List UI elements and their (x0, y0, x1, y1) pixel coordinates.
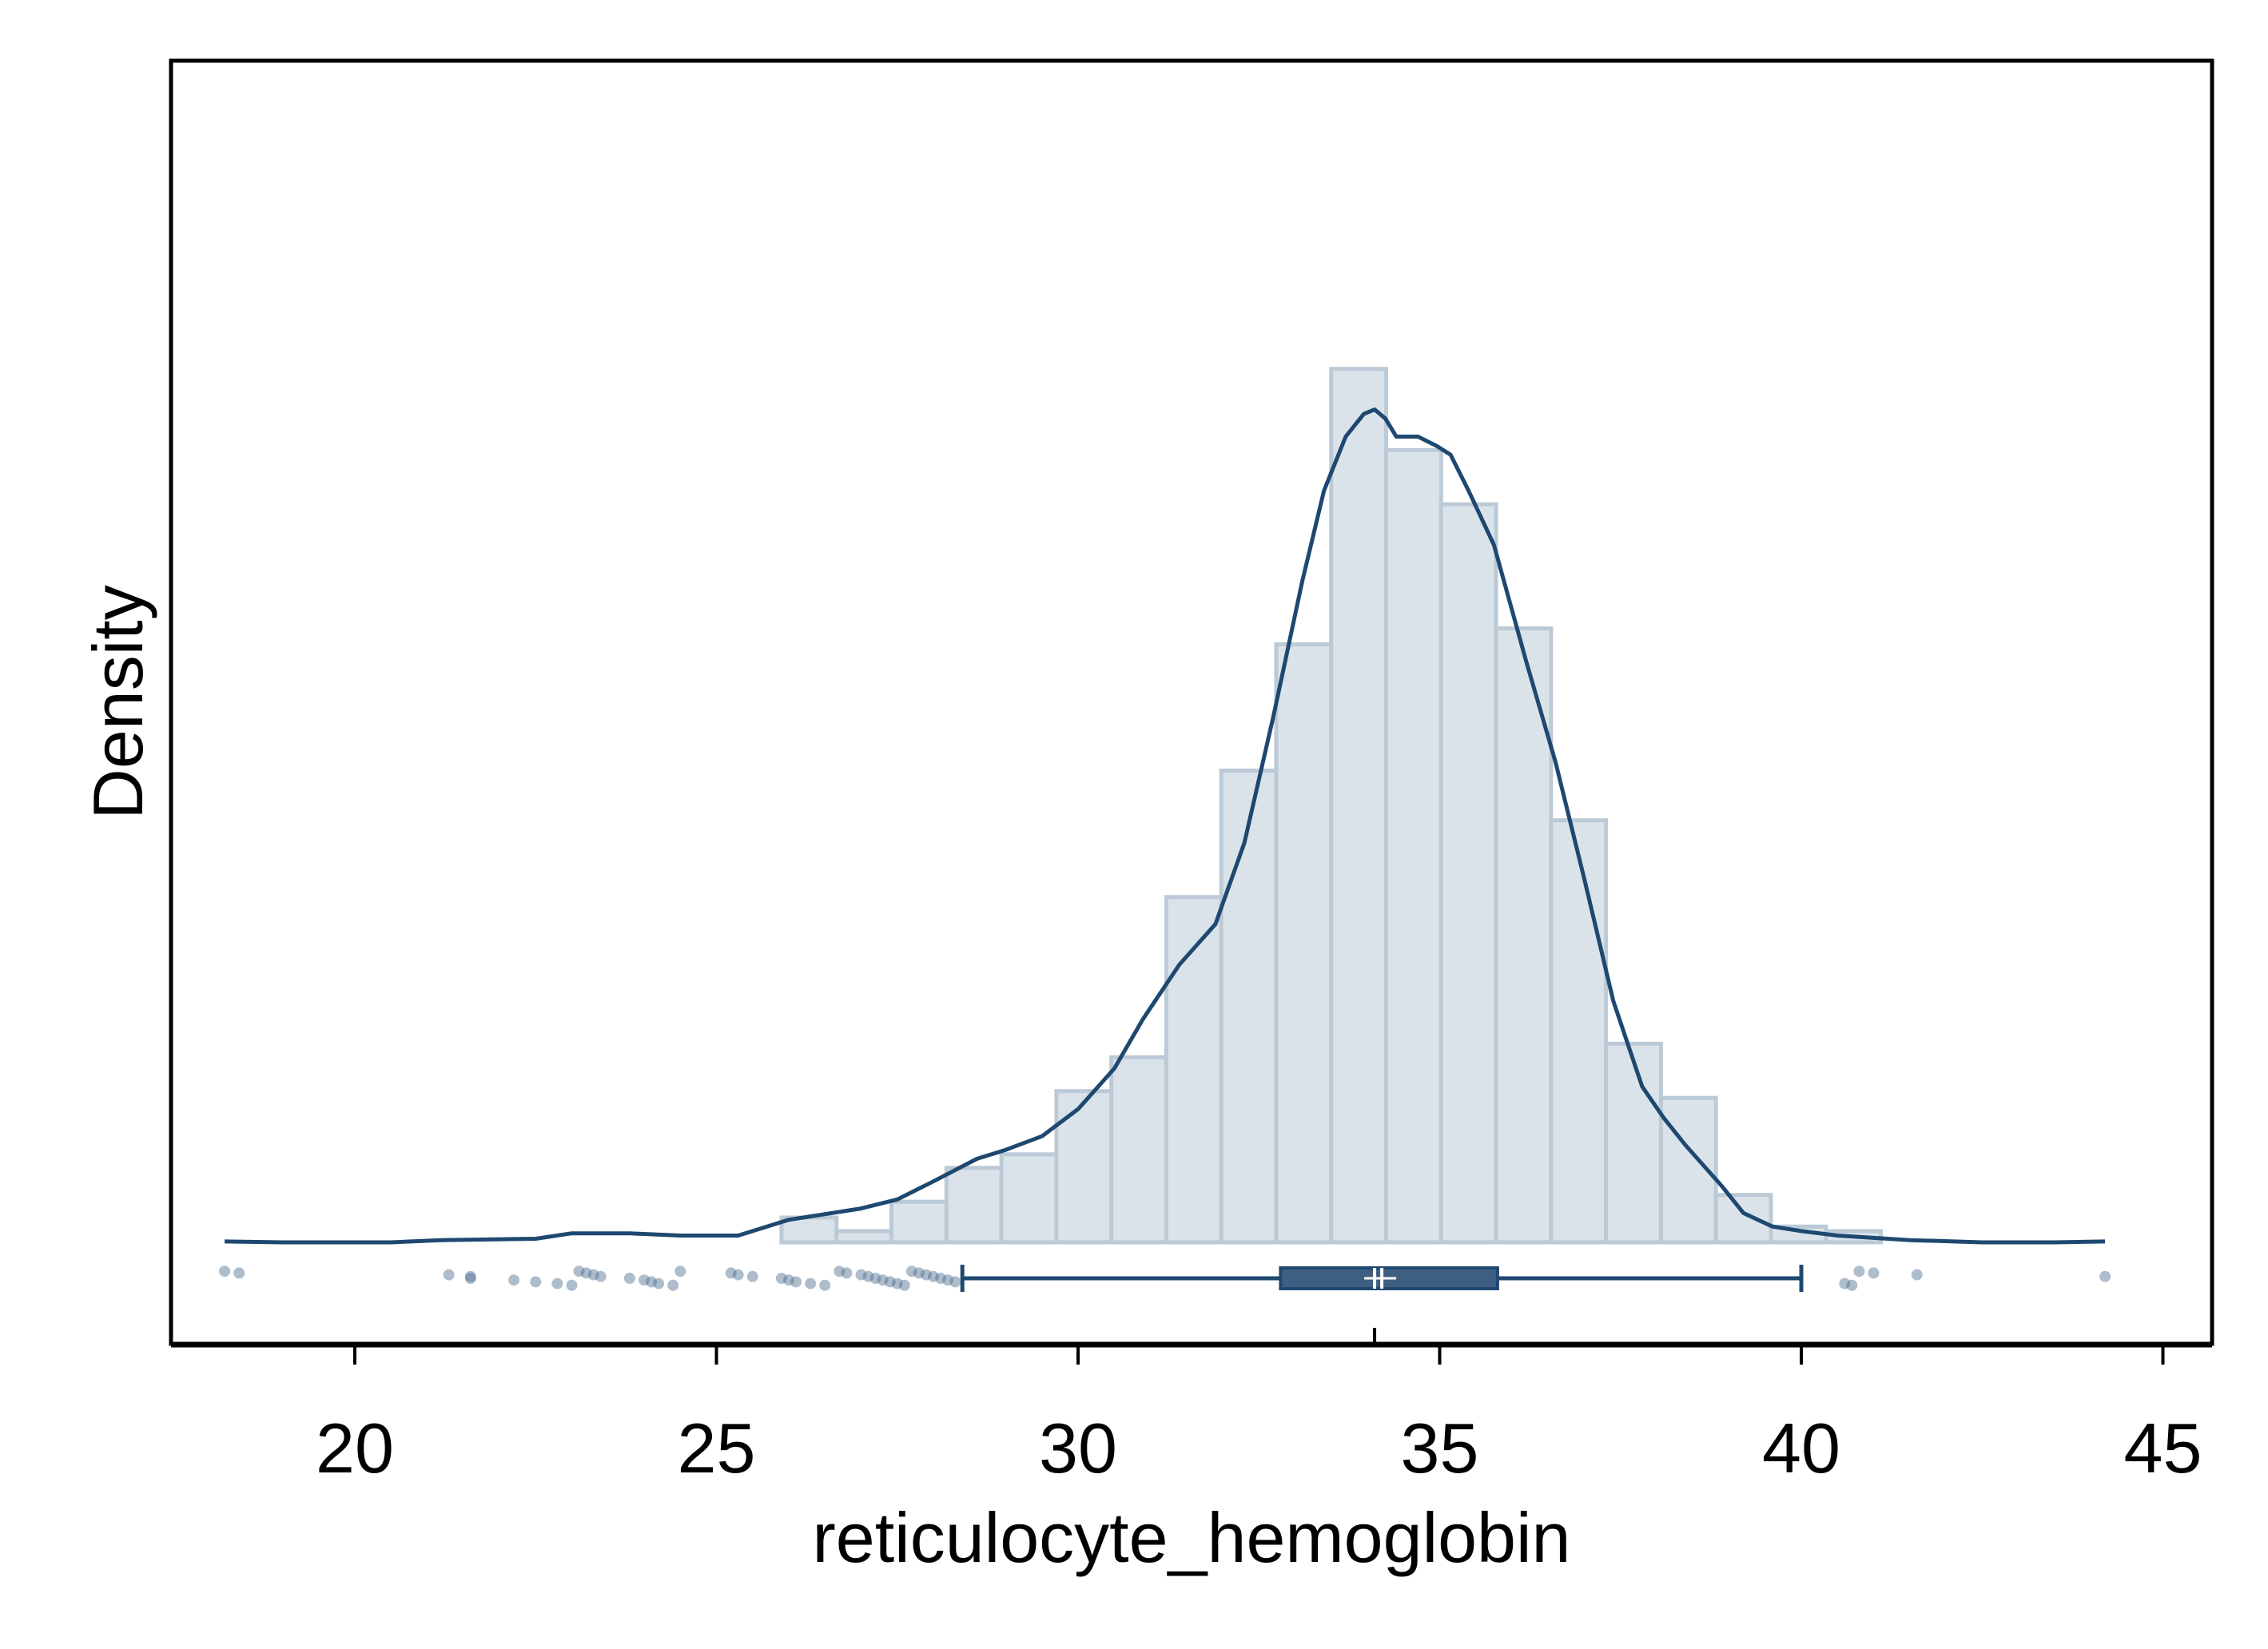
histogram-bar (1109, 1055, 1168, 1245)
outlier-points (219, 1266, 2111, 1291)
x-tick-label: 20 (316, 1409, 394, 1488)
kde-curve (225, 407, 2106, 1245)
histogram-bar (1494, 626, 1554, 1245)
box-iqr (1279, 1266, 1499, 1290)
outlier-point (862, 1270, 874, 1282)
outlier-point (877, 1274, 889, 1286)
outlier-point (530, 1276, 542, 1288)
outlier-point (732, 1269, 744, 1281)
histogram-bar (779, 1215, 839, 1245)
outlier-point (935, 1273, 947, 1284)
outlier-point (790, 1276, 802, 1288)
x-tick-label: 30 (1039, 1409, 1117, 1488)
outlier-point (920, 1269, 932, 1281)
outlier-point (805, 1277, 817, 1289)
outlier-point (464, 1270, 476, 1282)
outlier-point (623, 1273, 635, 1284)
x-tick-label: 25 (678, 1409, 756, 1488)
outlier-point (674, 1266, 686, 1277)
outlier-point (443, 1269, 455, 1281)
outlier-point (566, 1279, 578, 1291)
histogram-bar (1219, 769, 1279, 1245)
outlier-point (1839, 1277, 1851, 1289)
outlier-point (1853, 1266, 1865, 1277)
outlier-point (783, 1274, 794, 1286)
x-tick-label: 40 (1762, 1409, 1840, 1488)
outlier-point (2099, 1270, 2111, 1282)
outlier-point (1868, 1267, 1880, 1279)
outlier-point (913, 1267, 925, 1279)
outlier-point (746, 1270, 758, 1282)
outlier-point (949, 1276, 961, 1288)
histogram-bar (1384, 447, 1443, 1245)
x-tick-label: 35 (1401, 1409, 1479, 1488)
histogram-bar (889, 1199, 949, 1245)
y-axis-label: Density (78, 585, 157, 819)
outlier-point (646, 1276, 658, 1288)
histogram-bar (944, 1166, 1004, 1245)
histogram-bar (1274, 642, 1334, 1245)
histogram-bar (1604, 1041, 1663, 1245)
outlier-point (551, 1277, 563, 1289)
outlier-point (653, 1277, 665, 1289)
histogram-bar (1549, 818, 1609, 1245)
outlier-point (855, 1269, 867, 1281)
outlier-point (841, 1267, 853, 1279)
outlier-point (219, 1266, 231, 1277)
outlier-point (573, 1266, 585, 1277)
histogram-bar (1438, 502, 1498, 1245)
outlier-point (819, 1279, 831, 1291)
x-tick-label: 45 (2124, 1409, 2202, 1488)
outlier-point (639, 1274, 650, 1286)
outlier-point (725, 1267, 737, 1279)
histogram-bar (1329, 367, 1389, 1245)
outlier-point (928, 1270, 939, 1282)
histogram-bars (779, 367, 1884, 1245)
histogram-bar (1713, 1193, 1773, 1245)
outlier-point (905, 1266, 917, 1277)
outlier-point (667, 1279, 679, 1291)
histogram-bar (834, 1229, 894, 1245)
outlier-point (1846, 1279, 1858, 1291)
outlier-point (1911, 1269, 1923, 1281)
outlier-point (775, 1273, 787, 1284)
x-axis: 20 25 30 35 40 45 (171, 1328, 2212, 1488)
outlier-point (233, 1267, 245, 1279)
histogram-bar (999, 1152, 1059, 1245)
outlier-point (508, 1274, 520, 1286)
outlier-point (869, 1273, 881, 1284)
outlier-point (580, 1267, 592, 1279)
outlier-point (884, 1276, 896, 1288)
outlier-point (834, 1266, 846, 1277)
outlier-point (891, 1277, 903, 1289)
outlier-point (898, 1279, 910, 1291)
outlier-point (587, 1269, 599, 1281)
outlier-point (464, 1273, 476, 1284)
boxplot (960, 1265, 1804, 1292)
histogram-bar (1164, 895, 1224, 1245)
outlier-point (942, 1274, 954, 1286)
x-axis-label: reticulocyte_hemoglobin (812, 1498, 1570, 1577)
histogram-bar (1054, 1089, 1114, 1245)
outlier-point (595, 1270, 607, 1282)
